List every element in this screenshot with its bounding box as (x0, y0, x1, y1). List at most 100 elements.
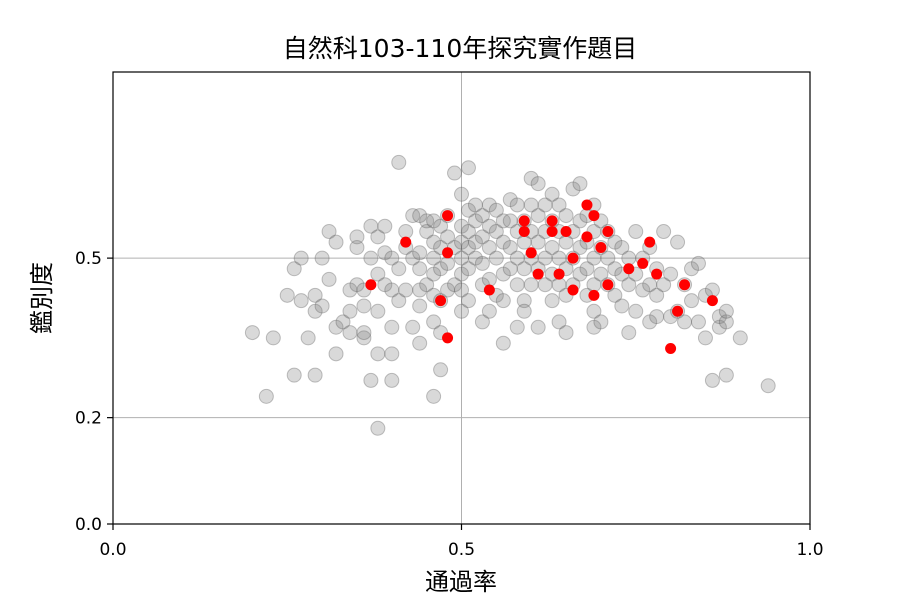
data-point (706, 295, 718, 307)
data-point (572, 239, 588, 255)
data-point (447, 165, 463, 181)
data-point (258, 388, 274, 404)
data-point (474, 208, 490, 224)
data-point (467, 250, 483, 266)
data-point (467, 197, 483, 213)
data-point (711, 319, 727, 335)
data-point (342, 325, 358, 341)
data-point (551, 314, 567, 330)
data-point (460, 261, 476, 277)
data-point (656, 224, 672, 240)
data-point (435, 295, 447, 307)
data-point (602, 279, 614, 291)
data-point (335, 314, 351, 330)
data-point (370, 303, 386, 319)
data-point (621, 277, 637, 293)
data-point (349, 277, 365, 293)
data-point (481, 303, 497, 319)
data-point (293, 293, 309, 309)
data-point (398, 224, 414, 240)
data-point (537, 197, 553, 213)
data-point (349, 239, 365, 255)
data-point (426, 388, 442, 404)
grid (113, 72, 810, 524)
data-point (760, 378, 776, 394)
data-point (454, 250, 469, 266)
data-point (349, 229, 365, 245)
data-point (544, 239, 560, 255)
data-point (454, 218, 469, 234)
data-point (677, 314, 693, 330)
data-point (279, 287, 295, 303)
data-point (637, 257, 649, 269)
data-point (530, 234, 546, 250)
data-point (365, 279, 377, 291)
data-point (370, 229, 386, 245)
data-point (412, 261, 428, 277)
data-point (426, 266, 442, 282)
data-point (474, 229, 490, 245)
data-point (621, 325, 637, 341)
data-point (732, 330, 748, 346)
data-point (474, 255, 490, 271)
data-point (488, 224, 504, 240)
data-point (502, 239, 518, 255)
data-point (581, 199, 593, 211)
data-point (607, 287, 623, 303)
data-point (651, 268, 663, 280)
data-point (495, 293, 511, 309)
data-point (551, 250, 567, 266)
data-point (614, 298, 630, 314)
data-point (551, 197, 567, 213)
data-point (537, 250, 553, 266)
data-point (649, 309, 665, 325)
data-point (356, 298, 372, 314)
data-point (328, 234, 344, 250)
data-point (502, 261, 518, 277)
series-0 (244, 154, 776, 436)
data-point (546, 215, 558, 227)
data-point (481, 239, 497, 255)
data-point (370, 266, 386, 282)
data-point (442, 247, 454, 259)
data-point (356, 330, 372, 346)
data-point (670, 234, 686, 250)
data-point (516, 303, 532, 319)
data-point (711, 309, 727, 325)
data-point (663, 266, 679, 282)
data-point (525, 247, 537, 259)
data-point (460, 224, 476, 240)
data-point (412, 282, 428, 298)
data-point (460, 239, 476, 255)
data-point (718, 314, 734, 330)
data-point (523, 170, 539, 186)
x-axis-label: 通過率 (425, 568, 497, 596)
data-point (509, 277, 525, 293)
data-point (602, 226, 614, 238)
y-tick-label: 0.5 (75, 249, 102, 269)
data-point (518, 215, 530, 227)
data-point (488, 202, 504, 218)
data-point (405, 208, 421, 224)
data-point (495, 266, 511, 282)
data-point (523, 277, 539, 293)
data-point (718, 367, 734, 383)
data-point (516, 293, 532, 309)
data-point (384, 346, 400, 362)
data-point (607, 261, 623, 277)
data-point (565, 181, 581, 197)
data-point (502, 213, 518, 229)
data-point (321, 271, 337, 287)
data-point (628, 224, 644, 240)
data-point (419, 277, 435, 293)
data-point (684, 293, 700, 309)
data-point (546, 226, 558, 238)
data-point (363, 250, 379, 266)
data-point (442, 332, 454, 344)
data-point (419, 213, 435, 229)
data-point (460, 160, 476, 176)
data-point (447, 277, 463, 293)
data-point (481, 218, 497, 234)
data-point (530, 208, 546, 224)
data-point (314, 298, 330, 314)
